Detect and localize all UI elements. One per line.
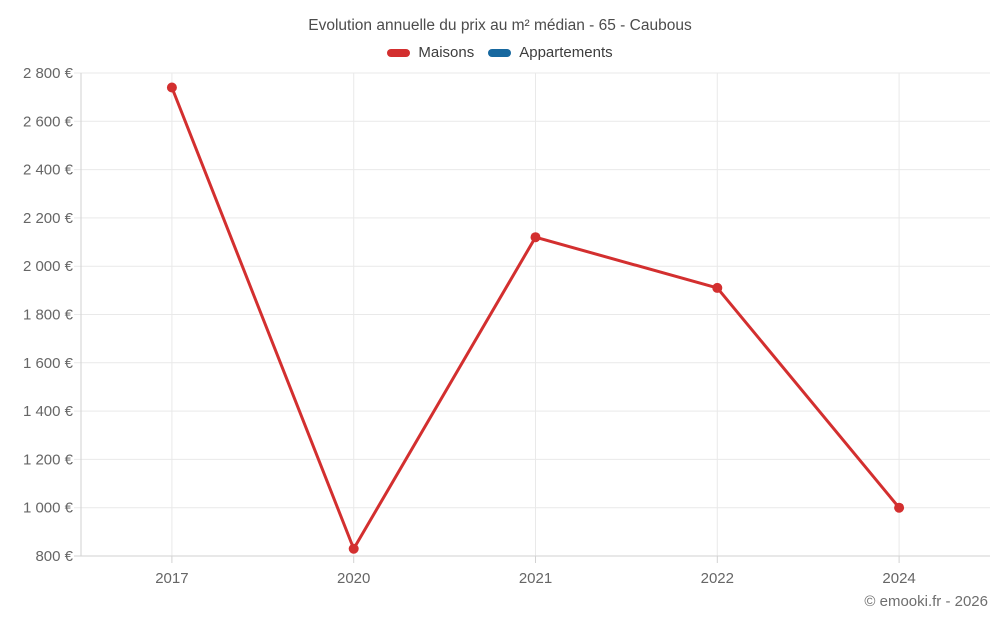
- data-point[interactable]: [712, 282, 723, 293]
- copyright: © emooki.fr - 2026: [864, 593, 988, 610]
- legend-swatch-maisons-icon: [387, 48, 411, 57]
- data-point[interactable]: [894, 502, 905, 513]
- legend-item-maisons[interactable]: Maisons: [387, 44, 474, 61]
- legend-label-appartements: Appartements: [519, 44, 613, 61]
- y-tick-label: 800 €: [35, 548, 73, 565]
- y-tick-label: 2 800 €: [23, 65, 74, 82]
- legend-swatch-appartements-icon: [488, 48, 512, 57]
- y-tick-label: 1 000 €: [23, 500, 74, 517]
- y-tick-label: 2 200 €: [23, 210, 74, 227]
- x-tick-label: 2020: [337, 570, 370, 587]
- chart-legend: Maisons Appartements: [0, 44, 1000, 61]
- data-point[interactable]: [166, 82, 177, 93]
- x-tick-label: 2022: [701, 570, 734, 587]
- y-tick-label: 2 400 €: [23, 162, 74, 179]
- y-tick-label: 2 000 €: [23, 258, 74, 275]
- x-tick-label: 2017: [155, 570, 188, 587]
- chart-title: Evolution annuelle du prix au m² médian …: [308, 17, 692, 34]
- y-tick-label: 2 600 €: [23, 113, 74, 130]
- y-tick-label: 1 400 €: [23, 403, 74, 420]
- data-point[interactable]: [348, 543, 359, 554]
- data-point[interactable]: [530, 232, 541, 243]
- legend-label-maisons: Maisons: [418, 44, 475, 61]
- x-tick-label: 2021: [519, 570, 552, 587]
- y-tick-label: 1 800 €: [23, 307, 74, 324]
- y-tick-label: 1 200 €: [23, 451, 74, 468]
- legend-item-appartements[interactable]: Appartements: [488, 44, 613, 61]
- x-tick-label: 2024: [882, 570, 915, 587]
- y-tick-label: 1 600 €: [23, 355, 74, 372]
